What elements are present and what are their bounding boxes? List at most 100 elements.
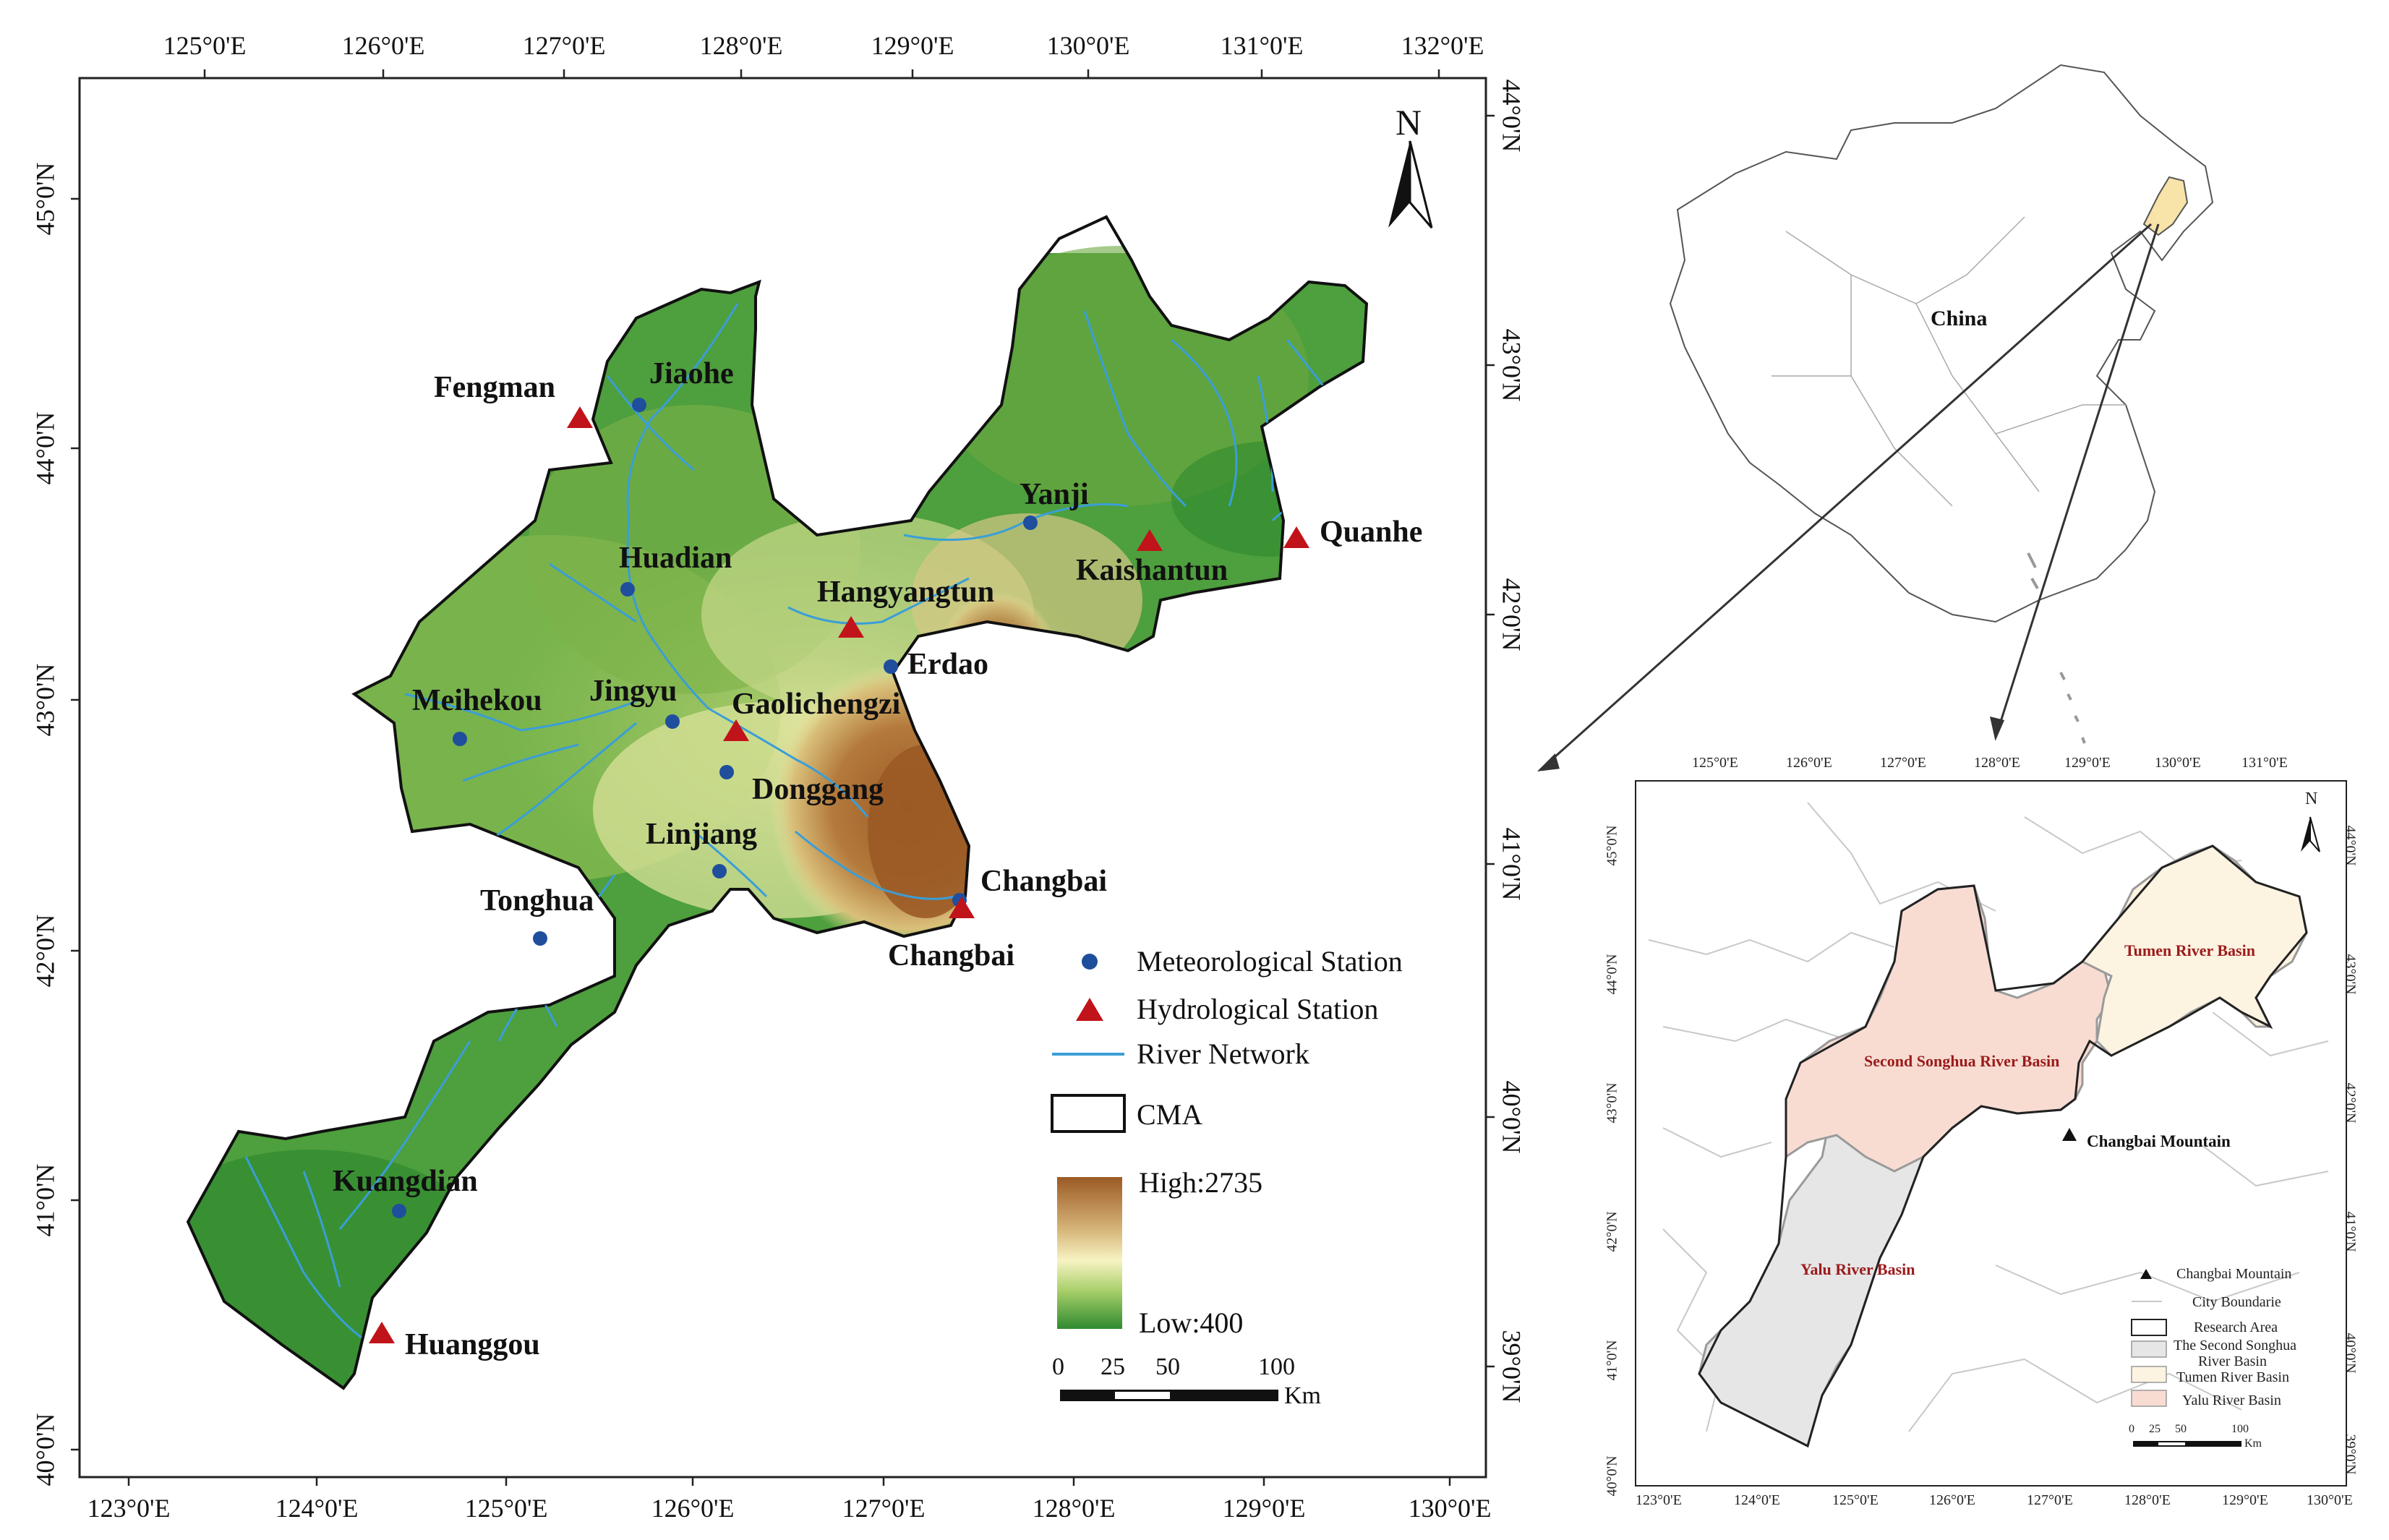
- inset-left-tick: 44°0'N: [1604, 954, 1620, 995]
- scale-label-50: 50: [1155, 1353, 1180, 1380]
- legend-met-symbol: [1082, 954, 1098, 970]
- inset-bottom-tick: 124°0'E: [1734, 1492, 1780, 1508]
- yalu-basin-label: Yalu River Basin: [1800, 1260, 1915, 1278]
- inset-left-tick: 42°0'N: [1604, 1211, 1620, 1252]
- met-station-donggang: [719, 765, 734, 779]
- label-tonghua: Tonghua: [480, 884, 594, 917]
- legend-high-label: High:2735: [1139, 1166, 1263, 1199]
- inset-top-tick: 127°0'E: [1880, 755, 1926, 771]
- main-top-tick: 128°0'E: [699, 31, 783, 60]
- inset-scale-100: 100: [2231, 1423, 2249, 1435]
- inset-legend-city-label: City Boundarie: [2192, 1294, 2281, 1310]
- met-station-meihekou: [453, 732, 467, 746]
- inset-bottom-tick: 123°0'E: [1636, 1492, 1682, 1508]
- legend-river-label: River Network: [1137, 1038, 1309, 1070]
- main-bottom-tick: 123°0'E: [87, 1494, 171, 1523]
- main-top-tick: 126°0'E: [341, 31, 425, 60]
- inset-legend-songhua-label-1: The Second Songhua: [2174, 1338, 2296, 1353]
- main-top-tick: 129°0'E: [871, 31, 954, 60]
- inset-right-tick: 44°0'N: [2342, 825, 2359, 866]
- main-bottom-tick: 130°0'E: [1408, 1494, 1492, 1523]
- met-station-tonghua: [533, 931, 547, 946]
- inset-scale-50: 50: [2175, 1423, 2187, 1435]
- main-bottom-tick: 126°0'E: [651, 1494, 735, 1523]
- label-kaishantun: Kaishantun: [1076, 554, 1228, 587]
- legend-cma-label: CMA: [1137, 1098, 1203, 1131]
- met-station-erdao: [884, 659, 898, 674]
- inset-scale-0: 0: [2129, 1423, 2134, 1435]
- inset-legend-tumen-label: Tumen River Basin: [2176, 1369, 2289, 1385]
- songhua-basin-label: Second Songhua River Basin: [1864, 1052, 2060, 1070]
- inset-bottom-tick: 125°0'E: [1832, 1492, 1879, 1508]
- label-hangyangtun: Hangyangtun: [817, 576, 995, 609]
- label-quanhe: Quanhe: [1320, 516, 1423, 549]
- met-station-jiaohe: [632, 398, 646, 412]
- main-left-tick: 44°0'N: [30, 411, 60, 485]
- met-station-huadian: [620, 582, 635, 596]
- inset-top-tick: 130°0'E: [2155, 755, 2201, 771]
- met-station-yanji: [1023, 516, 1038, 530]
- inset-right-tick: 41°0'N: [2342, 1211, 2359, 1252]
- label-donggang: Donggang: [752, 773, 884, 806]
- main-top-tick: 131°0'E: [1220, 31, 1304, 60]
- inset-legend-yalu-label: Yalu River Basin: [2182, 1393, 2281, 1408]
- label-yanji: Yanji: [1020, 478, 1089, 511]
- label-changbai-hydro: Changbai: [888, 939, 1015, 972]
- legend-met-label: Meteorological Station: [1137, 945, 1403, 978]
- study-region-outline: [186, 215, 1369, 1390]
- label-jiaohe: Jiaohe: [649, 357, 734, 390]
- scale-label-100: 100: [1258, 1353, 1295, 1380]
- inset-left-tick: 45°0'N: [1604, 825, 1620, 866]
- label-gaolichengzi: Gaolichengzi: [732, 688, 901, 721]
- main-right-tick: 39°0'N: [1497, 1330, 1526, 1403]
- inset-right-tick: 42°0'N: [2342, 1082, 2359, 1124]
- hydro-station-fengman: [567, 406, 593, 428]
- legend-cma-symbol: [1051, 1094, 1126, 1133]
- inset-bottom-tick: 130°0'E: [2307, 1492, 2353, 1508]
- inset-bottom-tick: 129°0'E: [2222, 1492, 2268, 1508]
- hydro-station-changbai: [949, 897, 975, 918]
- inset-bottom-tick: 126°0'E: [1929, 1492, 1975, 1508]
- legend-symbols: [1051, 954, 1278, 1401]
- main-left-tick: 43°0'N: [30, 663, 60, 737]
- inset-legend-research-label: Research Area: [2194, 1319, 2278, 1335]
- label-changbai-met: Changbai: [980, 865, 1108, 898]
- legend-elevation-ramp: [1057, 1177, 1122, 1329]
- scale-unit: Km: [1284, 1382, 1321, 1409]
- main-right-tick: 40°0'N: [1497, 1080, 1526, 1154]
- north-label: N: [1396, 102, 1422, 142]
- inset-top-tick: 131°0'E: [2241, 755, 2288, 771]
- inset-right-tick: 39°0'N: [2342, 1434, 2359, 1475]
- inset-bottom-tick: 127°0'E: [2027, 1492, 2073, 1508]
- inset-left-tick: 43°0'N: [1604, 1082, 1620, 1124]
- study-region: [188, 246, 1367, 1388]
- main-bottom-tick: 129°0'E: [1222, 1494, 1306, 1523]
- label-linjiang: Linjiang: [646, 818, 758, 851]
- inset-left-tick: 41°0'N: [1604, 1340, 1620, 1381]
- hydro-station-hangyangtun: [838, 616, 864, 638]
- hydro-station-kaishantun: [1137, 529, 1163, 551]
- legend-hydro-symbol: [1076, 998, 1103, 1021]
- legend-low-label: Low:400: [1139, 1306, 1244, 1339]
- main-top-tick: 130°0'E: [1046, 31, 1130, 60]
- main-map-tickmarks: [71, 69, 1495, 1486]
- met-station-linjiang: [712, 864, 727, 878]
- inset-right-tick: 40°0'N: [2342, 1332, 2359, 1374]
- main-left-tick: 41°0'N: [30, 1163, 60, 1237]
- inset-legend-mountain-label: Changbai Mountain: [2176, 1266, 2292, 1282]
- main-top-tick: 132°0'E: [1401, 31, 1484, 60]
- main-left-tick: 45°0'N: [30, 162, 60, 236]
- main-right-tick: 44°0'N: [1497, 79, 1526, 153]
- label-meihekou: Meihekou: [412, 684, 542, 717]
- label-huadian: Huadian: [619, 542, 732, 575]
- main-bottom-tick: 124°0'E: [275, 1494, 359, 1523]
- hydro-station-huanggou: [369, 1322, 395, 1343]
- scale-label-25: 25: [1101, 1353, 1125, 1380]
- main-bottom-tick: 128°0'E: [1032, 1494, 1116, 1523]
- main-map-frame: [78, 77, 1487, 1479]
- north-arrow: [1388, 140, 1433, 228]
- scale-label-0: 0: [1052, 1353, 1064, 1380]
- main-right-tick: 43°0'N: [1497, 328, 1526, 402]
- label-jingyu: Jingyu: [589, 675, 678, 708]
